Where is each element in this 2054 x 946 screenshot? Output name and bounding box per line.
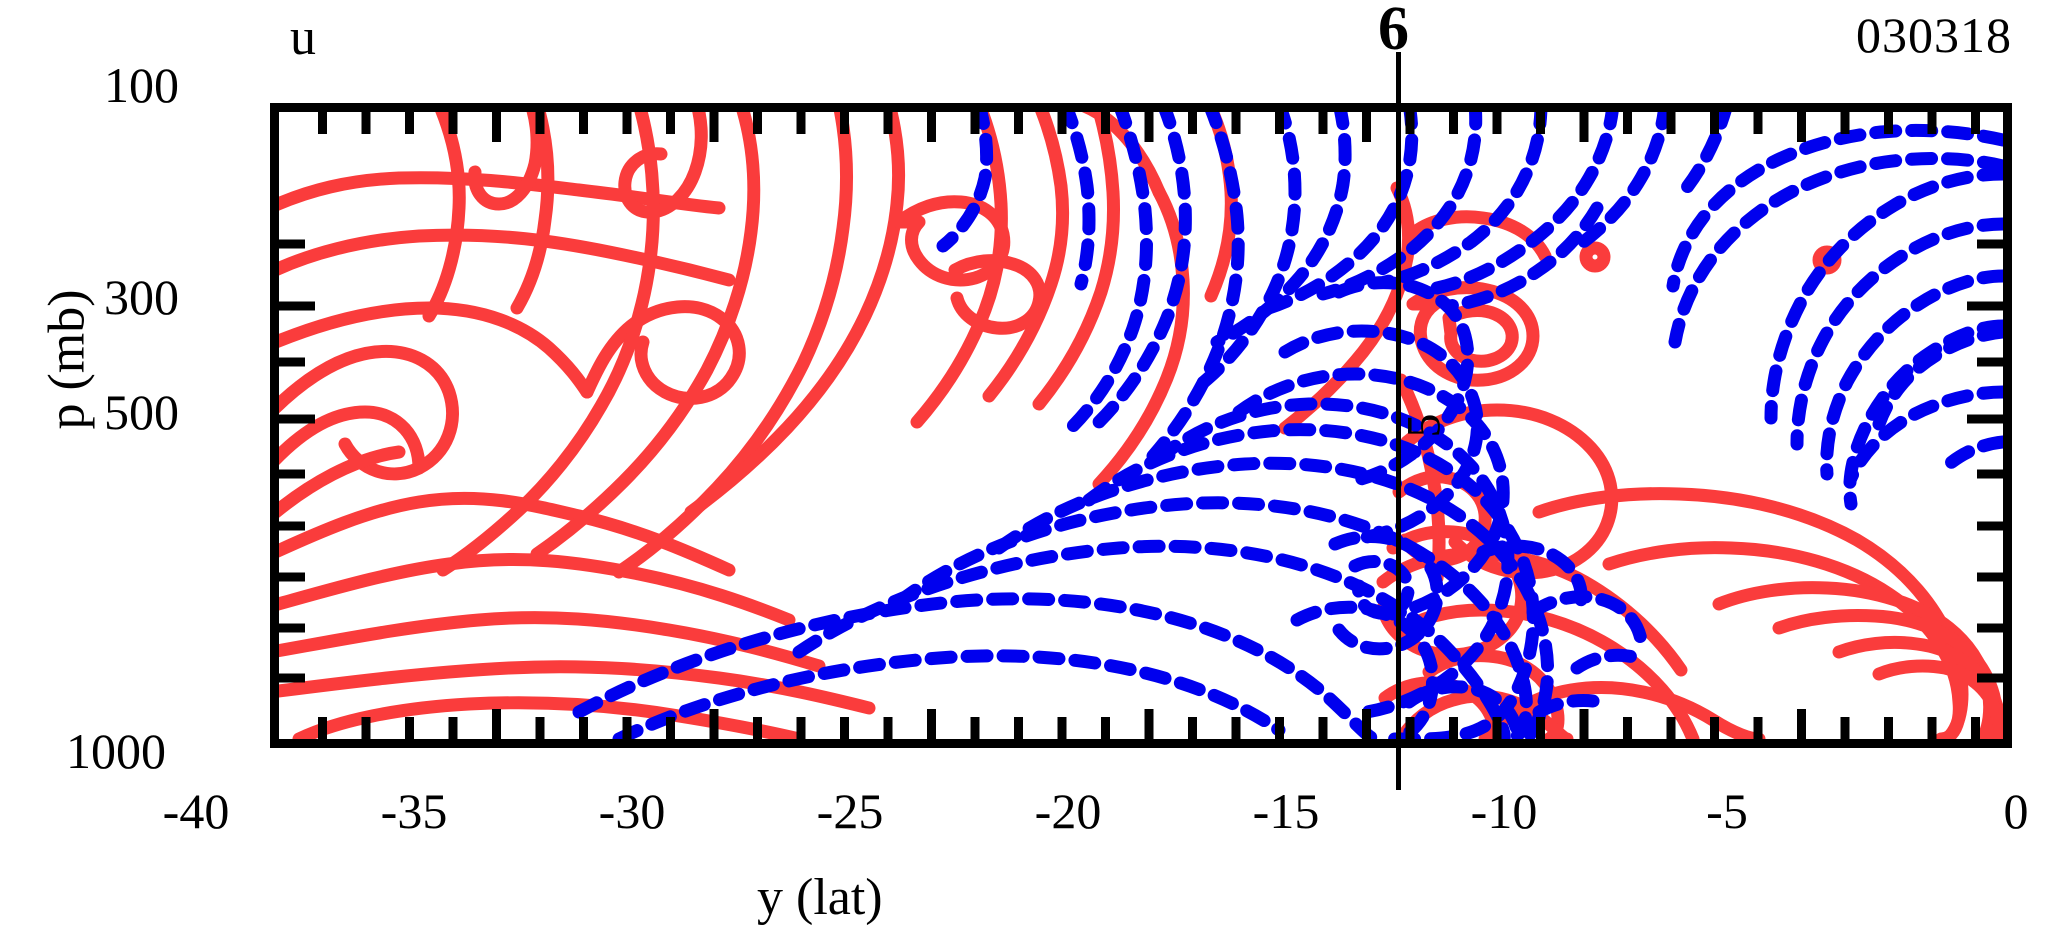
x-tick-label-m5: -5 bbox=[1706, 783, 1748, 839]
y-tick-label-500: 500 bbox=[104, 384, 179, 440]
y-tick-label-100: 100 bbox=[104, 57, 179, 113]
x-tick-label-m25: -25 bbox=[816, 783, 884, 839]
x-tick-label-m15: -15 bbox=[1252, 783, 1320, 839]
x-tick-label-m30: -30 bbox=[598, 783, 666, 839]
y-axis-title: p (mb) bbox=[38, 289, 96, 430]
contour-canvas bbox=[279, 112, 2003, 739]
y-tick-label-1000: 1000 bbox=[66, 723, 166, 779]
x-tick-label-m35: -35 bbox=[380, 783, 448, 839]
x-tick-label-m20: -20 bbox=[1034, 783, 1102, 839]
date-label: 030318 bbox=[1856, 7, 2012, 63]
variable-title: u bbox=[290, 9, 316, 66]
x-tick-label-m40: -40 bbox=[162, 783, 230, 839]
y-tick-label-300: 300 bbox=[104, 269, 179, 325]
top-marker-label: 6 bbox=[1378, 0, 1409, 63]
x-tick-label-0: 0 bbox=[2003, 783, 2029, 839]
inline-contour-label: 5 bbox=[1397, 413, 1451, 438]
negative-contours bbox=[572, 112, 2003, 739]
x-tick-label-m10: -10 bbox=[1470, 783, 1538, 839]
plot-frame bbox=[270, 103, 2012, 748]
positive-contours bbox=[279, 112, 2003, 739]
vertical-reference-line bbox=[1396, 52, 1401, 790]
x-axis-title: y (lat) bbox=[757, 869, 883, 926]
